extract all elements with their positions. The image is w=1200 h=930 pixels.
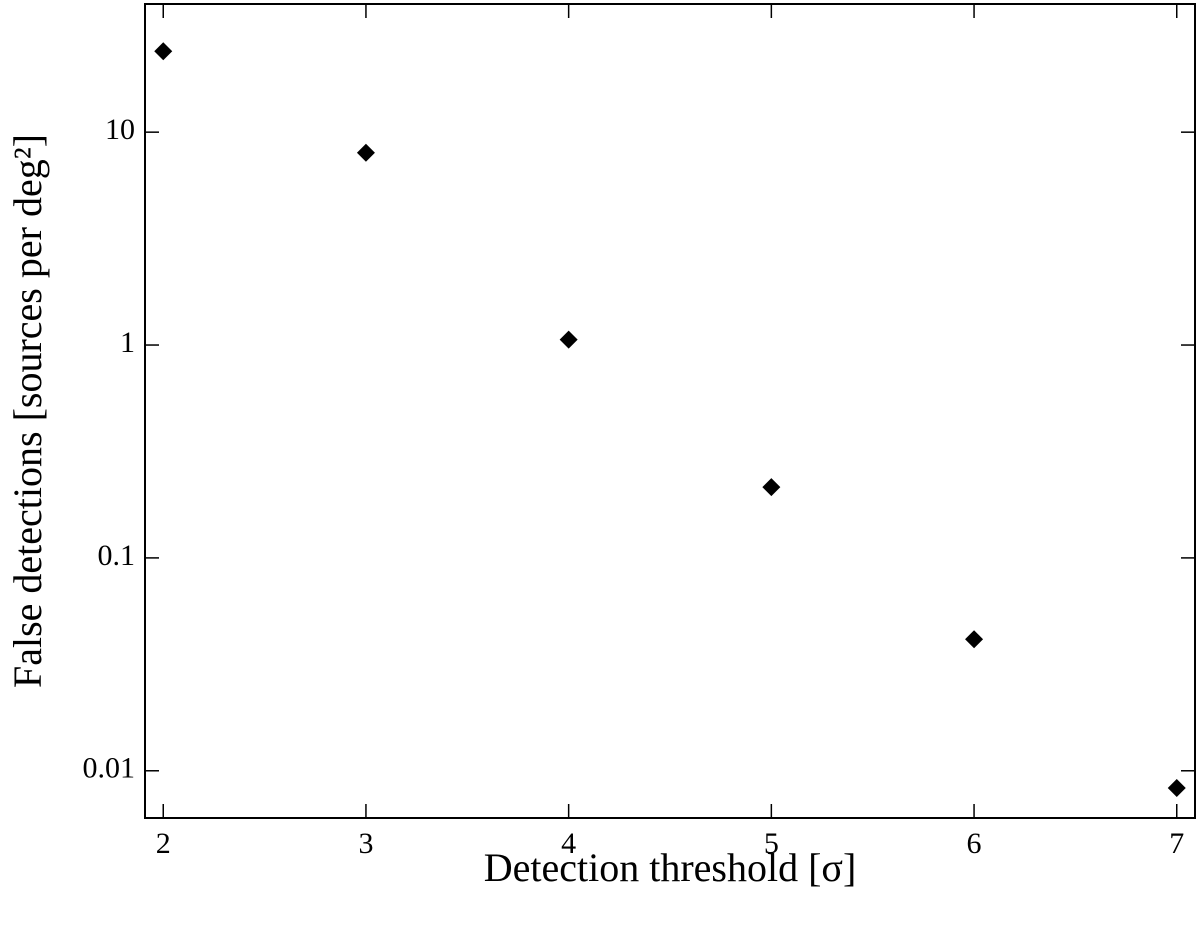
y-tick-label: 0.1: [98, 539, 136, 572]
point: [1167, 779, 1186, 798]
y-tick-label: 0.01: [83, 752, 136, 785]
y-tick-label: 10: [105, 113, 135, 146]
x-tick-label: 5: [764, 827, 779, 860]
y-axis-label: False detections [sources per deg²]: [5, 134, 50, 688]
point: [356, 143, 375, 162]
plot-frame: [144, 3, 1196, 819]
x-tick-label: 2: [156, 827, 171, 860]
x-tick-label: 4: [561, 827, 576, 860]
x-axis-label: Detection threshold [σ]: [484, 845, 857, 890]
point: [559, 330, 578, 349]
point: [762, 478, 781, 497]
point: [965, 630, 984, 649]
x-tick-label: 3: [358, 827, 373, 860]
x-tick-label: 6: [967, 827, 982, 860]
y-tick-label: 1: [120, 326, 135, 359]
x-tick-label: 7: [1169, 827, 1184, 860]
point: [154, 42, 173, 61]
